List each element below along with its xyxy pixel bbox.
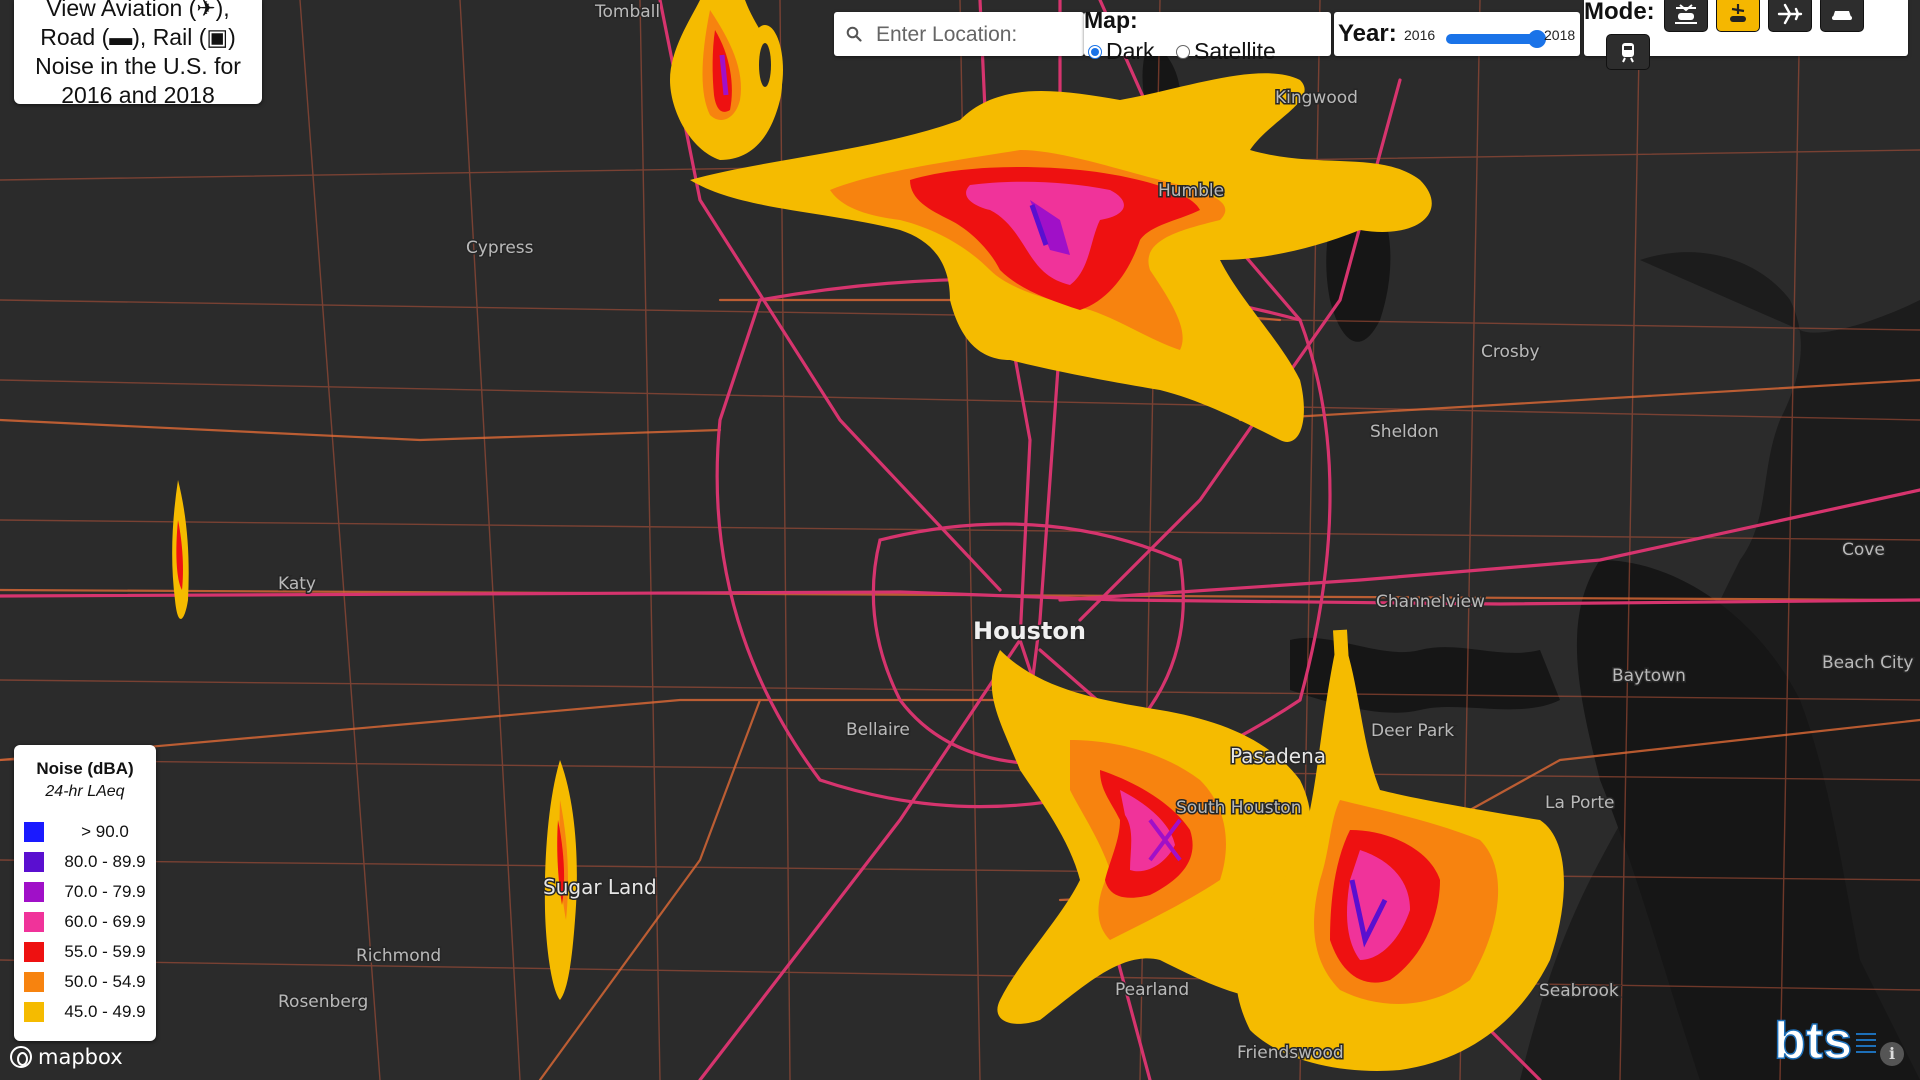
place-label-pearland: Pearland	[1115, 980, 1189, 1000]
year-selector: Year: 2016 2018	[1334, 12, 1580, 56]
title-line-1: View Aviation (✈),	[46, 0, 230, 21]
mapbox-wordmark: mapbox	[38, 1045, 123, 1069]
legend-subtitle: 24-hr LAeq	[45, 783, 125, 800]
place-label-tomball: Tomball	[594, 2, 660, 22]
legend-swatch	[24, 972, 44, 992]
place-label-humble: Humble	[1158, 181, 1224, 201]
mode-aviation-road-button[interactable]	[1716, 0, 1760, 32]
year-min-label: 2016	[1404, 27, 1436, 43]
legend-label: 60.0 - 69.9	[64, 912, 146, 931]
dark-label: Dark	[1106, 38, 1155, 64]
all-modes-icon	[1675, 4, 1697, 24]
place-label-bellaire: Bellaire	[846, 720, 910, 740]
legend-swatch	[24, 822, 44, 842]
year-slider-thumb[interactable]	[1528, 30, 1546, 48]
legend-swatch	[24, 882, 44, 902]
place-label-beach-city: Beach City	[1822, 653, 1913, 673]
place-label-cove: Cove	[1842, 540, 1885, 560]
mode-rail-button[interactable]	[1606, 34, 1650, 70]
legend-label: 50.0 - 54.9	[64, 972, 146, 991]
place-label-katy: Katy	[278, 574, 316, 594]
legend-label: 45.0 - 49.9	[64, 1002, 146, 1021]
map-style-satellite-option[interactable]: Satellite	[1176, 38, 1276, 65]
place-label-cypress: Cypress	[466, 238, 534, 258]
satellite-label: Satellite	[1194, 38, 1276, 64]
place-label-sheldon: Sheldon	[1370, 422, 1439, 442]
place-label-seabrook: Seabrook	[1539, 981, 1619, 1001]
year-label: Year:	[1338, 20, 1397, 47]
train-icon	[1622, 43, 1634, 63]
legend-swatch	[24, 852, 44, 872]
legend-label: > 90.0	[81, 822, 129, 841]
aviation-road-icon	[1730, 4, 1746, 22]
legend-swatch	[24, 942, 44, 962]
legend-swatch	[24, 912, 44, 932]
place-label-kingwood: Kingwood	[1275, 88, 1358, 108]
place-labels: Tomball Kingwood Humble Cypress Crosby S…	[277, 1, 1915, 1065]
satellite-radio[interactable]	[1176, 44, 1190, 59]
place-label-channelview: Channelview	[1376, 592, 1485, 612]
map-style-label: Map:	[1084, 7, 1138, 33]
place-label-la-porte: La Porte	[1545, 793, 1614, 813]
place-label-crosby: Crosby	[1481, 342, 1540, 362]
search-icon	[846, 26, 862, 42]
year-max-label: 2018	[1544, 27, 1576, 43]
location-search-box	[834, 12, 1084, 56]
year-slider-track[interactable]	[1446, 34, 1538, 44]
place-label-pasadena: Pasadena	[1230, 744, 1326, 768]
map-title-panel: View Aviation (✈), Road (▬), Rail (▣) No…	[14, 0, 262, 104]
title-line-4: 2016 and 2018	[61, 82, 215, 104]
year-slider[interactable]	[1446, 30, 1546, 48]
legend-item: 50.0 - 54.9	[24, 971, 154, 993]
mode-selector: Mode:	[1584, 0, 1908, 70]
mode-road-button[interactable]	[1820, 0, 1864, 32]
legend-title: Noise (dBA)	[36, 759, 134, 778]
mapbox-attribution[interactable]: mapbox	[10, 1044, 123, 1070]
place-label-richmond: Richmond	[356, 946, 441, 966]
map-style-dark-option[interactable]: Dark	[1088, 38, 1155, 65]
legend-label: 70.0 - 79.9	[64, 882, 146, 901]
legend-item: 45.0 - 49.9	[24, 1001, 154, 1023]
legend-item: 55.0 - 59.9	[24, 941, 154, 963]
mode-all-button[interactable]	[1664, 0, 1708, 32]
legend-swatch	[24, 1002, 44, 1022]
car-icon	[1832, 11, 1852, 20]
legend-label: 80.0 - 89.9	[64, 852, 146, 871]
info-icon[interactable]: i	[1880, 1042, 1904, 1066]
mapbox-logo-icon	[10, 1046, 32, 1068]
mode-label: Mode:	[1584, 0, 1655, 25]
mode-aviation-button[interactable]	[1768, 0, 1812, 32]
place-label-rosenberg: Rosenberg	[278, 992, 368, 1012]
place-label-houston: Houston	[973, 617, 1086, 645]
bts-logo[interactable]: bts	[1772, 1014, 1878, 1070]
svg-text:bts: bts	[1774, 1014, 1852, 1070]
dark-radio[interactable]	[1088, 44, 1102, 59]
legend-item: 70.0 - 79.9	[24, 881, 154, 903]
place-label-sugar-land: Sugar Land	[543, 875, 657, 899]
place-label-deer-park: Deer Park	[1371, 721, 1454, 741]
title-line-3: Noise in the U.S. for	[35, 53, 241, 79]
place-label-baytown: Baytown	[1612, 666, 1686, 686]
legend-item: 80.0 - 89.9	[24, 851, 154, 873]
location-search-input[interactable]	[874, 20, 1078, 50]
airplane-icon	[1777, 3, 1803, 25]
map-style-selector: Map: Dark Satellite	[1084, 7, 1331, 64]
place-label-friendswood: Friendswood	[1237, 1043, 1344, 1063]
legend-item: > 90.0	[24, 821, 154, 843]
noise-contours	[172, 0, 1564, 1071]
place-label-south-houston: South Houston	[1176, 798, 1301, 818]
noise-legend: Noise (dBA) 24-hr LAeq > 90.0 80.0 - 89.…	[14, 745, 156, 1041]
legend-item: 60.0 - 69.9	[24, 911, 154, 933]
legend-label: 55.0 - 59.9	[64, 942, 146, 961]
title-line-2: Road (▬), Rail (▣)	[40, 24, 236, 50]
